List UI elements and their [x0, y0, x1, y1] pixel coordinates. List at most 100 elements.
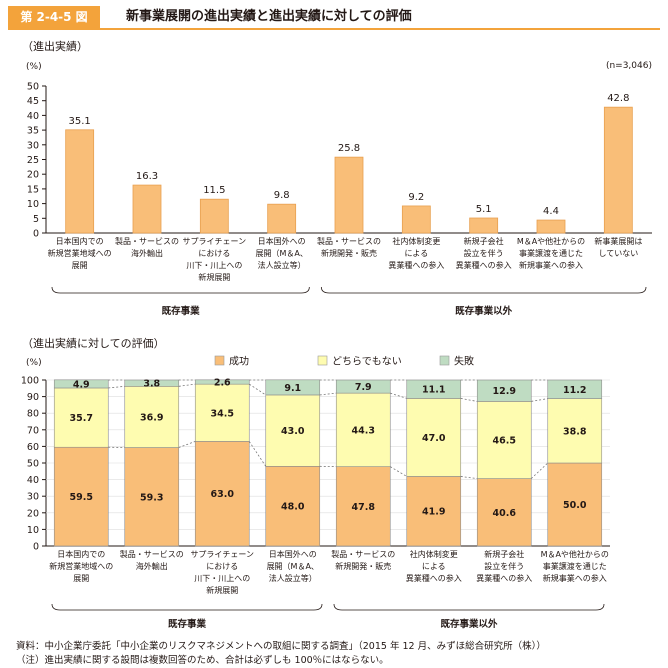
y-tick-label: 35 — [27, 126, 39, 137]
stacked-segment — [53, 446, 109, 547]
segment-value-label: 38.8 — [563, 426, 587, 437]
category-label: 法人設立等） — [269, 573, 317, 583]
group-bracket — [51, 286, 310, 294]
category-label: 異業種への参入 — [406, 573, 462, 583]
stacked-segment — [406, 476, 462, 547]
segment-value-label: 47.8 — [352, 502, 376, 513]
y-tick-label: 60 — [27, 442, 39, 453]
segment-value-label: 7.9 — [355, 382, 372, 393]
y-tick-label: 10 — [27, 199, 39, 210]
dashed-connector — [390, 392, 407, 399]
y-tick-label: 20 — [27, 170, 39, 181]
category-label: 日本国外への — [258, 236, 306, 246]
category-label: 法人設立等） — [258, 260, 306, 270]
category-label: 製品・サービスの — [115, 236, 179, 246]
category-label: 新事業展開は — [594, 236, 642, 246]
segment-value-label: 2.6 — [214, 377, 231, 388]
bar-value-label: 9.8 — [274, 190, 290, 201]
legend-label: どちらでもない — [332, 356, 402, 368]
category-label: 製品・サービスの — [120, 549, 184, 559]
segment-value-label: 4.9 — [73, 379, 90, 390]
segment-value-label: 36.9 — [140, 412, 163, 423]
category-label: 展開（M＆A、 — [267, 562, 319, 571]
stacked-segment — [194, 441, 250, 547]
category-label: 日本国外への — [269, 549, 317, 559]
y-tick-label: 45 — [27, 96, 39, 107]
y-tick-label: 0 — [33, 229, 39, 240]
bar — [536, 219, 566, 234]
category-label: 設立を伴う — [464, 248, 504, 258]
dashed-connector — [460, 476, 478, 480]
y-tick-label: 25 — [27, 155, 39, 166]
stacked-segment — [476, 478, 532, 547]
source-note: 資料：中小企業庁委託「中小企業のリスクマネジメントへの取組に関する調査」（201… — [16, 641, 546, 652]
dashed-connector — [178, 441, 196, 448]
category-label: サプライチェーン — [190, 550, 254, 559]
dashed-connector — [178, 383, 196, 387]
category-label: M＆Aや他社からの — [517, 236, 585, 246]
y-tick-label: 90 — [27, 392, 39, 403]
category-label: 川下・川上への — [194, 574, 250, 583]
bar-value-label: 5.1 — [476, 204, 492, 215]
bar-value-label: 11.5 — [203, 185, 225, 196]
stacked-segment — [547, 398, 603, 464]
category-label: 新規営業地域への — [48, 248, 112, 258]
stacked-segment — [476, 379, 532, 402]
segment-value-label: 41.9 — [422, 507, 445, 518]
figure-number-badge: 第 2-4-5 図 — [8, 6, 100, 28]
y-tick-label: 30 — [27, 140, 39, 151]
segment-value-label: 3.8 — [143, 379, 160, 390]
category-label: 新規子会社 — [484, 549, 524, 559]
y-tick-label: 40 — [27, 475, 39, 486]
stacked-segment — [547, 379, 603, 399]
evaluation-chart: （進出実績に対しての評価） (%) 成功 どちらでもない 失敗 0 10 20 30 40 50 60… — [21, 336, 610, 630]
category-label: 展開 — [72, 261, 88, 270]
stacked-segment — [124, 386, 180, 448]
category-label: 展開 — [73, 574, 89, 583]
stacked-segment — [53, 379, 109, 389]
segment-value-label: 35.7 — [70, 413, 93, 424]
legend-label: 失敗 — [454, 355, 474, 368]
dashed-connector — [319, 392, 337, 396]
category-label: における — [198, 249, 230, 258]
stacked-segment — [335, 392, 391, 467]
group-bracket — [320, 286, 647, 294]
stacked-segment — [335, 379, 391, 394]
chart-title: （進出実績に対しての評価） — [22, 336, 165, 350]
category-label: 異業種への参入 — [476, 573, 532, 583]
dashed-connector — [530, 462, 549, 479]
bar — [401, 205, 431, 234]
category-label: 事業譲渡を通じた — [543, 561, 607, 571]
bar — [603, 106, 633, 234]
sample-size-note: (n=3,046) — [606, 61, 652, 71]
dashed-connector — [249, 383, 266, 396]
segment-value-label: 12.9 — [493, 386, 516, 397]
stacked-segment — [265, 394, 321, 467]
group-label: 既存事業以外 — [440, 618, 498, 630]
stacked-segment — [547, 462, 603, 547]
stacked-segment — [335, 466, 391, 547]
y-axis-unit: (%) — [26, 358, 42, 368]
category-label: 事業譲渡を通じた — [519, 248, 583, 258]
category-label: による — [422, 562, 446, 571]
y-tick-label: 100 — [21, 376, 39, 387]
segment-value-label: 46.5 — [493, 436, 516, 447]
dashed-connector — [531, 398, 548, 402]
legend-swatch — [214, 355, 225, 366]
category-label: 新規営業地域への — [49, 561, 113, 571]
group-label: 既存事業以外 — [455, 305, 513, 317]
segment-value-label: 9.1 — [284, 383, 301, 394]
bar — [132, 184, 162, 234]
group-label: 既存事業 — [162, 305, 201, 317]
category-label: 新規展開 — [198, 272, 230, 282]
group-bracket — [51, 603, 323, 611]
category-label: 新規子会社 — [464, 236, 504, 246]
dashed-connector — [460, 398, 478, 402]
legend-label: 成功 — [229, 356, 249, 368]
bar-value-label: 9.2 — [408, 192, 424, 203]
figure-title: 新事業展開の進出実績と進出実績に対しての評価 — [126, 9, 412, 24]
category-label: 新規展開 — [206, 585, 238, 595]
bar-value-label: 42.8 — [607, 93, 629, 104]
chart-title: （進出実績） — [22, 39, 88, 53]
